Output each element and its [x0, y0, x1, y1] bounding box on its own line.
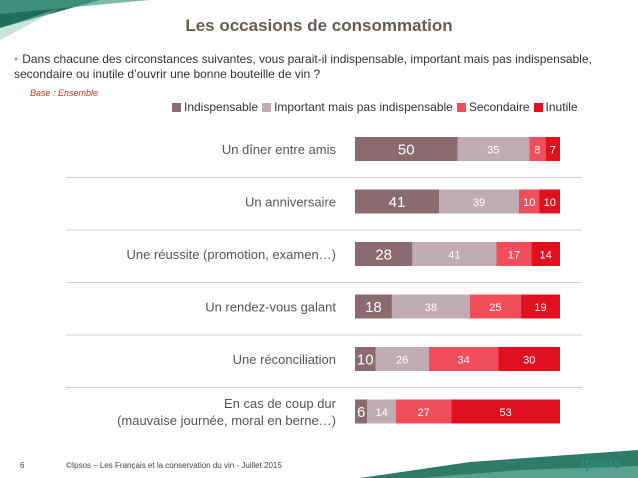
- legend-label: Inutile: [545, 100, 578, 114]
- bar-segment: [539, 189, 560, 214]
- legend-item-2: Important mais pas indispensable: [262, 100, 453, 114]
- question-text: • Dans chacune des circonstances suivante…: [14, 52, 626, 82]
- bar-segment: [391, 294, 470, 319]
- data-label: 7: [550, 145, 556, 157]
- legend-swatch: [172, 102, 181, 112]
- bar-segment: [496, 242, 532, 266]
- bar-segment: [396, 399, 452, 424]
- banner-shape-light: [0, 0, 150, 14]
- bar-segment: [439, 189, 519, 214]
- bar-segment: [412, 242, 497, 266]
- category-label: Un dîner entre amis: [222, 142, 337, 157]
- category-label: Un anniversaire: [245, 195, 336, 210]
- bar-segment: [355, 137, 458, 161]
- question-label: Dans chacune des circonstances suivantes…: [14, 52, 592, 81]
- category-label: Un rendez-vous galant: [205, 300, 336, 315]
- data-label: 19: [534, 302, 546, 314]
- legend-item-1: Indispensable: [172, 100, 258, 114]
- legend-label: Secondaire: [468, 100, 530, 114]
- data-label: 26: [396, 355, 408, 367]
- legend-item-4: Inutile: [533, 100, 578, 114]
- footer-shape-light: [420, 466, 638, 478]
- ipsos-logo: Ipsos: [580, 455, 622, 472]
- bar-segment: [355, 189, 440, 214]
- bar-segment: [457, 137, 530, 161]
- bar-segment: [451, 399, 560, 424]
- data-label: 38: [425, 302, 437, 314]
- data-label: 53: [500, 407, 512, 419]
- data-label: 30: [523, 355, 535, 367]
- page-number: 6: [20, 461, 25, 470]
- data-label: 18: [365, 299, 382, 316]
- chart-legend: Indispensable Important mais pas indispen…: [172, 100, 582, 114]
- bar-segment: [498, 347, 560, 371]
- legend-swatch: [533, 102, 543, 112]
- bullet-icon: •: [14, 52, 19, 66]
- data-label: 28: [375, 247, 392, 264]
- legend-swatch: [456, 102, 466, 112]
- bar-segment: [355, 242, 413, 266]
- bar-segment: [531, 242, 560, 266]
- footer-copyright: ©Ipsos – Les Français et la conservation…: [66, 461, 282, 470]
- data-label: 10: [523, 197, 535, 209]
- bar-segment: [355, 294, 392, 319]
- bar-segment: [355, 347, 376, 371]
- data-label: 41: [389, 194, 406, 211]
- category-label: Une réconciliation: [233, 352, 336, 367]
- data-label: 50: [398, 142, 415, 159]
- data-label: 14: [540, 250, 552, 262]
- bar-segment: [469, 294, 522, 319]
- bar-segment: [545, 137, 560, 161]
- bar-segment: [519, 189, 540, 214]
- data-label: 17: [508, 250, 520, 262]
- data-label: 41: [448, 250, 460, 262]
- bar-segment: [529, 137, 546, 161]
- base-note: Base : Ensemble: [30, 88, 99, 98]
- legend-label: Indispensable: [184, 100, 259, 114]
- data-label: 27: [418, 407, 430, 419]
- data-label: 39: [473, 197, 485, 209]
- banner-shape-pale: [0, 8, 60, 40]
- data-label: 10: [544, 197, 556, 209]
- legend-label: Important mais pas indispensable: [274, 100, 453, 114]
- bar-segment: [521, 294, 560, 319]
- data-label: 6: [357, 404, 365, 421]
- bar-segment: [428, 347, 499, 371]
- bar-segment: [367, 399, 396, 424]
- data-label: 35: [487, 145, 499, 157]
- data-label: 14: [376, 407, 388, 419]
- legend-swatch: [262, 102, 272, 112]
- legend-item-3: Secondaire: [456, 100, 530, 114]
- data-label: 8: [534, 145, 540, 157]
- data-label: 10: [357, 352, 374, 369]
- bar-segment: [355, 399, 368, 424]
- data-label: 25: [489, 302, 501, 314]
- bar-segment: [375, 347, 429, 371]
- category-label: Une réussite (promotion, examen…): [126, 247, 336, 262]
- data-label: 34: [458, 355, 470, 367]
- category-label: En cas de coup dur (mauvaise journée, mor…: [117, 396, 337, 428]
- slide-title: Les occasions de consommation: [185, 16, 453, 35]
